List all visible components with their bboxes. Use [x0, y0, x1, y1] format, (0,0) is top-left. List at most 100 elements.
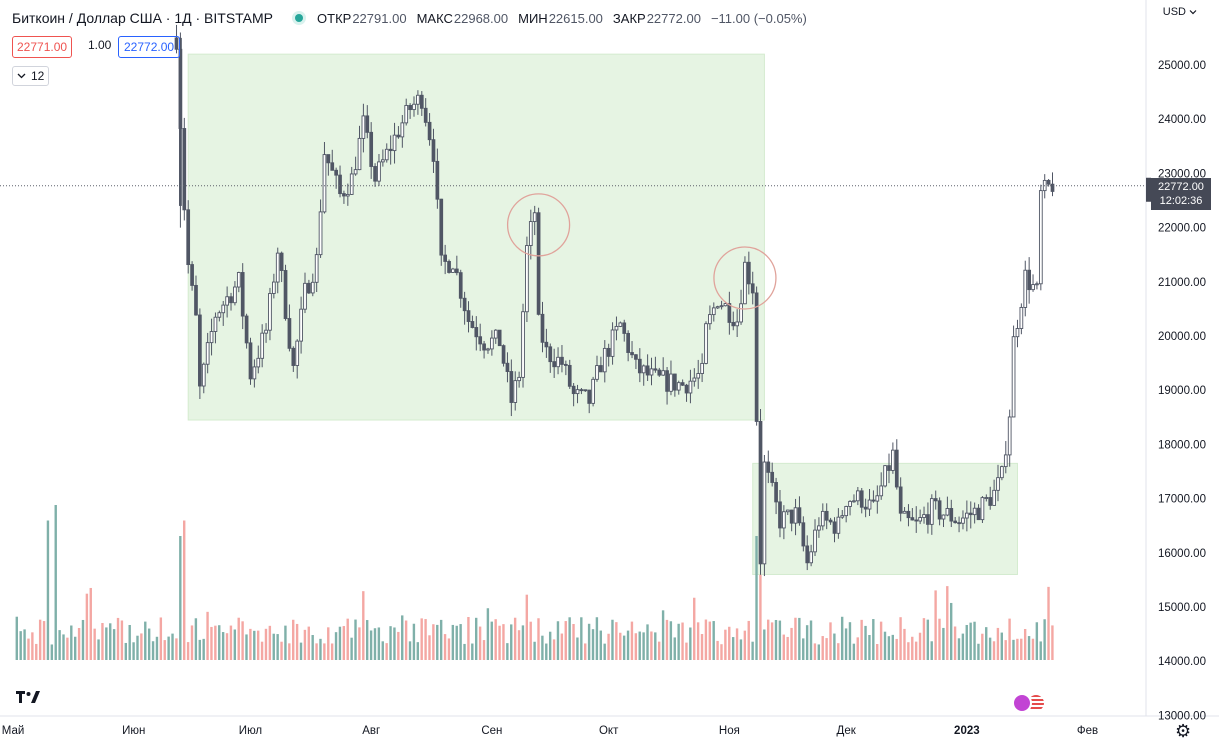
volume-bar — [439, 619, 443, 660]
volume-bar — [486, 608, 490, 660]
volume-bar — [720, 644, 723, 660]
volume-bar — [805, 625, 809, 660]
volume-bar — [599, 630, 602, 660]
volume-bar — [965, 624, 968, 660]
volume-bar — [533, 641, 536, 660]
candle-body — [342, 193, 346, 197]
candle-body — [303, 282, 307, 310]
candle-body — [408, 104, 412, 111]
volume-bar — [408, 641, 412, 660]
volume-bar — [837, 643, 840, 660]
candle-body — [345, 193, 350, 197]
volume-bar — [728, 626, 731, 660]
candle-body — [602, 347, 607, 373]
x-tick-label: Дек — [837, 725, 857, 737]
symbol-title[interactable]: Биткоин / Доллар США · 1Д · BITSTAMP — [12, 10, 274, 26]
candle-body — [731, 321, 736, 327]
volume-bar — [330, 643, 334, 660]
sell-button[interactable]: 22771.00 — [12, 36, 73, 58]
candle-body — [505, 362, 510, 372]
volume-bar — [478, 626, 482, 660]
lightning-event-icon[interactable] — [1012, 693, 1032, 713]
volume-bar — [946, 586, 949, 660]
candle-body — [630, 352, 634, 356]
volume-bar — [977, 643, 980, 660]
candle-body — [244, 315, 249, 344]
candle-body — [610, 329, 615, 357]
currency-selector[interactable]: USD — [1163, 6, 1197, 18]
last-price-marker — [1146, 177, 1151, 202]
volume-bar — [144, 621, 147, 660]
volume-bar — [661, 610, 665, 660]
volume-bar — [790, 627, 793, 660]
candle-body — [606, 347, 611, 357]
volume-bar — [179, 536, 182, 660]
candle-body — [1007, 416, 1012, 456]
volume-bar — [186, 642, 190, 660]
volume-bar — [210, 626, 213, 660]
candle-body — [937, 500, 942, 520]
candle-body — [626, 332, 630, 353]
volume-bar — [525, 594, 529, 660]
candle-body — [299, 308, 303, 342]
candle-body — [980, 497, 985, 521]
volume-bar — [1020, 638, 1023, 660]
volume-bar — [327, 627, 330, 660]
candle-body — [618, 322, 623, 327]
volume-bar — [767, 619, 770, 660]
volume-bar — [54, 505, 57, 660]
x-tick-label: Ноя — [719, 725, 740, 737]
candle-body — [875, 495, 880, 502]
volume-bar — [755, 536, 758, 660]
candle-body — [326, 154, 331, 164]
candle-body — [891, 449, 895, 471]
volume-bar — [907, 642, 910, 660]
volume-bar — [311, 635, 314, 660]
volume-bar — [747, 620, 750, 660]
candle-body — [466, 310, 471, 322]
buy-button[interactable]: 22772.00 — [118, 36, 181, 58]
candle-body — [1027, 269, 1032, 291]
volume-bar — [587, 623, 591, 660]
volume-bar — [124, 642, 128, 660]
candle-body — [583, 389, 588, 392]
volume-bar — [646, 624, 649, 660]
gear-icon[interactable]: ⚙ — [1175, 721, 1192, 741]
candle-body — [283, 270, 288, 319]
volume-bar — [949, 602, 953, 660]
candle-body — [1031, 284, 1035, 291]
candle-body — [828, 519, 833, 523]
indicators-toggle[interactable]: 12 — [12, 66, 50, 86]
candle-body — [404, 104, 409, 124]
candle-body — [552, 361, 557, 368]
high-value: 22968.00 — [453, 10, 509, 26]
volume-bar — [35, 643, 38, 660]
candle-body — [817, 525, 821, 531]
currency-label: USD — [1162, 6, 1186, 18]
volume-bar — [70, 625, 73, 660]
candle-body — [595, 365, 599, 380]
high-label: МАКС — [416, 10, 453, 26]
candle-body — [307, 282, 311, 294]
volume-bar — [206, 611, 209, 660]
volume-bar — [280, 641, 283, 660]
chart-legend: Биткоин / Доллар США · 1Д · BITSTAMP ОТК… — [12, 8, 807, 28]
events-markers[interactable] — [1012, 693, 1046, 713]
volume-bar — [829, 622, 832, 660]
candle-body — [474, 327, 479, 338]
volume-bar — [957, 638, 961, 660]
volume-bar — [89, 587, 92, 660]
volume-bar — [751, 641, 754, 660]
y-tick-label: 19000.00 — [1158, 385, 1206, 397]
volume-bar — [786, 636, 789, 660]
tradingview-logo-icon[interactable] — [10, 683, 46, 711]
candle-body — [236, 272, 241, 288]
volume-bar — [338, 626, 342, 660]
volume-bar — [194, 618, 198, 660]
volume-bar — [899, 617, 902, 660]
volume-bar — [657, 641, 661, 660]
candle-body — [1038, 190, 1043, 285]
candle-body — [809, 551, 813, 564]
indicators-count: 12 — [31, 69, 45, 83]
